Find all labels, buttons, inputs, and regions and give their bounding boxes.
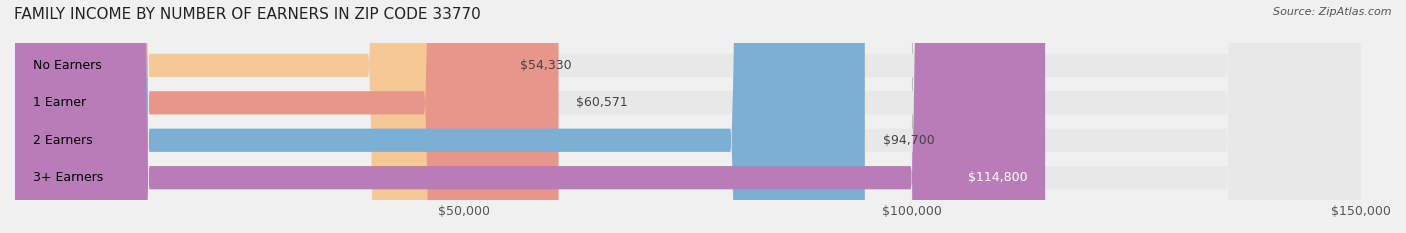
Text: $54,330: $54,330 (520, 59, 572, 72)
Text: 1 Earner: 1 Earner (32, 96, 86, 109)
Text: 3+ Earners: 3+ Earners (32, 171, 103, 184)
FancyBboxPatch shape (15, 0, 1045, 233)
FancyBboxPatch shape (15, 0, 1361, 233)
Text: 2 Earners: 2 Earners (32, 134, 93, 147)
FancyBboxPatch shape (15, 0, 1361, 233)
Text: $94,700: $94,700 (883, 134, 935, 147)
Text: $114,800: $114,800 (967, 171, 1028, 184)
Text: $60,571: $60,571 (576, 96, 628, 109)
FancyBboxPatch shape (15, 0, 1361, 233)
FancyBboxPatch shape (15, 0, 865, 233)
FancyBboxPatch shape (15, 0, 1361, 233)
Text: No Earners: No Earners (32, 59, 101, 72)
Text: FAMILY INCOME BY NUMBER OF EARNERS IN ZIP CODE 33770: FAMILY INCOME BY NUMBER OF EARNERS IN ZI… (14, 7, 481, 22)
Text: Source: ZipAtlas.com: Source: ZipAtlas.com (1274, 7, 1392, 17)
FancyBboxPatch shape (15, 0, 558, 233)
FancyBboxPatch shape (15, 0, 502, 233)
